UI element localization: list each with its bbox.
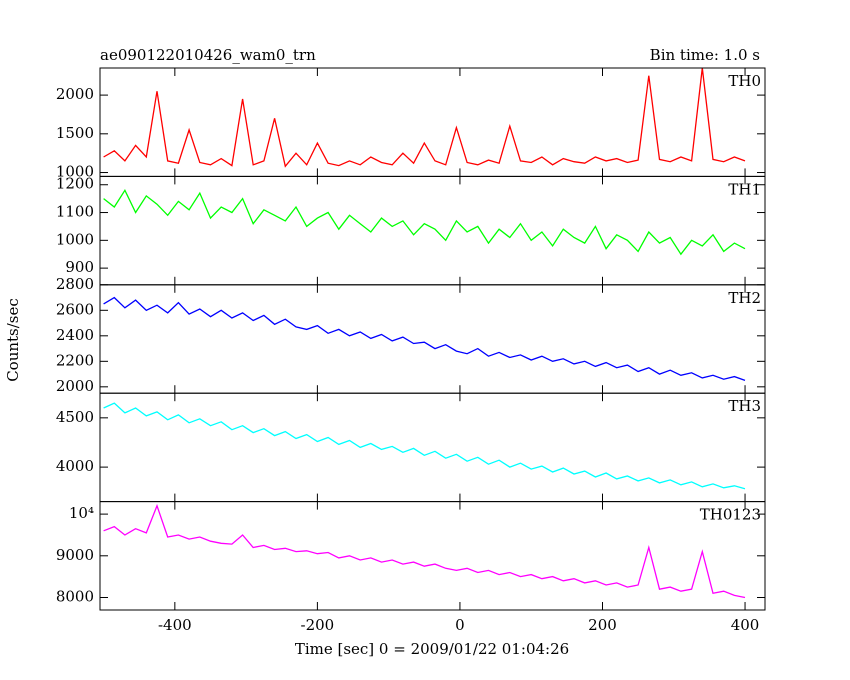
y-tick-label: 1000: [56, 163, 94, 181]
data-line: [103, 296, 746, 382]
y-tick-label: 4000: [56, 457, 94, 475]
y-tick-label: 900: [65, 258, 94, 276]
y-tick-label: 2600: [56, 300, 94, 318]
y-tick-label: 1200: [56, 175, 94, 193]
y-tick-label: 8000: [56, 587, 94, 605]
y-tick-label: 10⁴: [69, 504, 94, 522]
panel-label: TH2: [728, 289, 761, 307]
x-tick-label: 200: [588, 616, 617, 634]
y-tick-label: 2200: [56, 351, 94, 369]
panel-frame: [99, 392, 766, 503]
y-tick-label: 1500: [56, 124, 94, 142]
y-tick-label: 2000: [56, 377, 94, 395]
x-tick-label: 0: [455, 616, 465, 634]
data-line: [103, 188, 746, 256]
x-tick-label: 400: [731, 616, 760, 634]
panel-label: TH0123: [700, 506, 761, 524]
panel-frame: [99, 501, 766, 611]
chart-title: ae090122010426_wam0_trn: [100, 46, 316, 64]
data-line: [103, 67, 746, 168]
y-tick-label: 1100: [56, 203, 94, 221]
y-tick-label: 1000: [56, 230, 94, 248]
x-axis-label: Time [sec] 0 = 2009/01/22 01:04:26: [295, 640, 569, 658]
panel-label: TH0: [728, 72, 761, 90]
x-tick-label: -400: [158, 616, 192, 634]
panel-label: TH3: [728, 397, 761, 415]
y-tick-label: 9000: [56, 546, 94, 564]
y-tick-label: 2400: [56, 326, 94, 344]
x-tick-label: -200: [301, 616, 335, 634]
y-axis-label: Counts/sec: [4, 298, 22, 382]
panel-frame: [99, 284, 766, 394]
data-line: [103, 402, 746, 490]
panel-label: TH1: [728, 180, 761, 198]
y-tick-label: 2000: [56, 85, 94, 103]
data-line: [103, 503, 746, 599]
y-tick-label: 4500: [56, 408, 94, 426]
bin-time: Bin time: 1.0 s: [650, 46, 760, 64]
y-tick-label: 2800: [56, 275, 94, 293]
